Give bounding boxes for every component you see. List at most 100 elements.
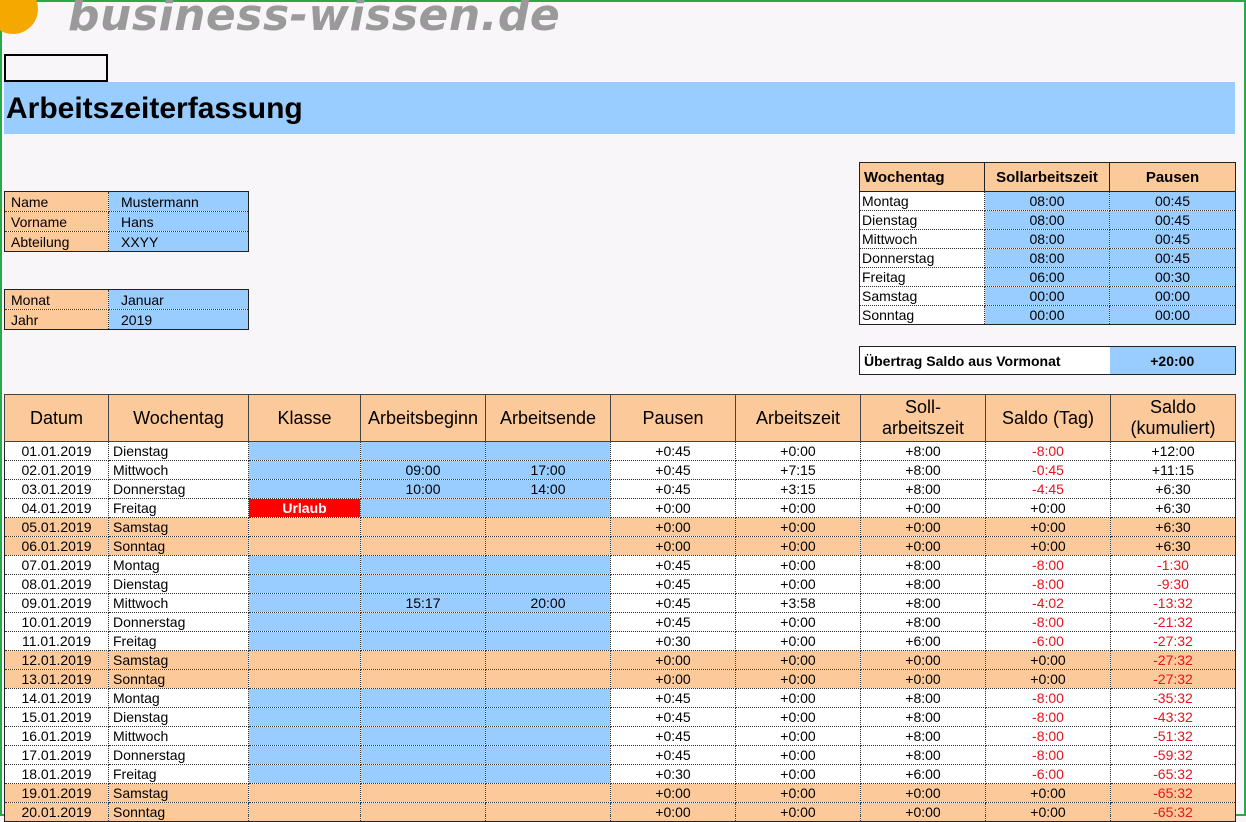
name-field[interactable]: Mustermann: [108, 191, 249, 212]
cell-arbeitsende[interactable]: [485, 650, 611, 670]
cell-arbeitsende[interactable]: [485, 669, 611, 689]
cell-klasse[interactable]: [248, 555, 361, 575]
cell-klasse[interactable]: [248, 479, 361, 499]
cell-arbeitsbeginn[interactable]: 09:00: [360, 460, 486, 480]
week-pause[interactable]: 00:30: [1109, 267, 1236, 287]
cell-klasse[interactable]: [248, 783, 361, 803]
cell-klasse[interactable]: [248, 802, 361, 822]
cell-arbeitsende[interactable]: [485, 783, 611, 803]
cell-saldo-tag: -8:00: [985, 555, 1111, 575]
active-cell-selector[interactable]: [4, 54, 108, 82]
cell-arbeitsbeginn[interactable]: [360, 688, 486, 708]
week-soll[interactable]: 08:00: [984, 248, 1110, 268]
cell-saldo-tag: +0:00: [985, 802, 1111, 822]
cell-datum: 12.01.2019: [4, 650, 109, 670]
week-soll[interactable]: 00:00: [984, 305, 1110, 325]
cell-arbeitsbeginn[interactable]: [360, 612, 486, 632]
cell-arbeitsende[interactable]: 20:00: [485, 593, 611, 613]
cell-wochentag: Donnerstag: [108, 479, 249, 499]
cell-klasse[interactable]: [248, 688, 361, 708]
cell-klasse[interactable]: [248, 764, 361, 784]
week-day: Freitag: [859, 267, 985, 287]
week-pause[interactable]: 00:45: [1109, 229, 1236, 249]
cell-arbeitsende[interactable]: 17:00: [485, 460, 611, 480]
cell-arbeitsbeginn[interactable]: [360, 669, 486, 689]
cell-arbeitsende[interactable]: [485, 536, 611, 556]
week-soll[interactable]: 08:00: [984, 210, 1110, 230]
week-soll[interactable]: 08:00: [984, 191, 1110, 211]
cell-datum: 19.01.2019: [4, 783, 109, 803]
cell-arbeitsende[interactable]: [485, 688, 611, 708]
cell-pausen: +0:00: [610, 498, 736, 518]
cell-klasse[interactable]: [248, 726, 361, 746]
week-pause[interactable]: 00:45: [1109, 210, 1236, 230]
week-soll[interactable]: 06:00: [984, 267, 1110, 287]
cell-klasse[interactable]: [248, 517, 361, 537]
cell-arbeitsbeginn[interactable]: [360, 631, 486, 651]
cell-klasse[interactable]: Urlaub: [248, 498, 361, 518]
cell-saldo-kumuliert: -65:32: [1110, 783, 1236, 803]
cell-sollarbeitszeit: +0:00: [860, 783, 986, 803]
cell-arbeitsbeginn[interactable]: [360, 536, 486, 556]
cell-arbeitsbeginn[interactable]: [360, 498, 486, 518]
cell-arbeitszeit: +3:58: [735, 593, 861, 613]
cell-klasse[interactable]: [248, 707, 361, 727]
cell-klasse[interactable]: [248, 669, 361, 689]
week-pause[interactable]: 00:00: [1109, 286, 1236, 306]
cell-arbeitsende[interactable]: [485, 802, 611, 822]
cell-klasse[interactable]: [248, 593, 361, 613]
cell-arbeitsbeginn[interactable]: [360, 441, 486, 461]
cell-arbeitsende[interactable]: 14:00: [485, 479, 611, 499]
cell-arbeitsbeginn[interactable]: [360, 726, 486, 746]
cell-klasse[interactable]: [248, 631, 361, 651]
header-arbeitszeit: Arbeitszeit: [735, 394, 861, 442]
cell-arbeitsbeginn[interactable]: [360, 745, 486, 765]
cell-arbeitsende[interactable]: [485, 498, 611, 518]
cell-arbeitsende[interactable]: [485, 612, 611, 632]
carry-over-value[interactable]: +20:00: [1109, 346, 1236, 375]
cell-saldo-kumuliert: +6:30: [1110, 536, 1236, 556]
monat-field[interactable]: Januar: [108, 289, 249, 310]
cell-arbeitsbeginn[interactable]: [360, 650, 486, 670]
cell-pausen: +0:00: [610, 802, 736, 822]
vorname-field[interactable]: Hans: [108, 211, 249, 232]
cell-arbeitsende[interactable]: [485, 517, 611, 537]
cell-wochentag: Samstag: [108, 650, 249, 670]
week-header-pausen: Pausen: [1109, 162, 1236, 192]
week-pause[interactable]: 00:45: [1109, 191, 1236, 211]
cell-saldo-tag: -8:00: [985, 707, 1111, 727]
cell-arbeitsende[interactable]: [485, 764, 611, 784]
cell-arbeitsbeginn[interactable]: [360, 783, 486, 803]
cell-klasse[interactable]: [248, 536, 361, 556]
cell-arbeitsbeginn[interactable]: [360, 707, 486, 727]
cell-klasse[interactable]: [248, 574, 361, 594]
cell-arbeitsende[interactable]: [485, 631, 611, 651]
jahr-field[interactable]: 2019: [108, 309, 249, 330]
cell-arbeitsbeginn[interactable]: 10:00: [360, 479, 486, 499]
carry-over-row: Übertrag Saldo aus Vormonat +20:00: [859, 346, 1236, 375]
week-soll[interactable]: 08:00: [984, 229, 1110, 249]
cell-arbeitsbeginn[interactable]: 15:17: [360, 593, 486, 613]
abteilung-field[interactable]: XXYY: [108, 231, 249, 252]
cell-arbeitsende[interactable]: [485, 745, 611, 765]
cell-arbeitsende[interactable]: [485, 555, 611, 575]
cell-arbeitsbeginn[interactable]: [360, 802, 486, 822]
cell-arbeitsende[interactable]: [485, 574, 611, 594]
cell-klasse[interactable]: [248, 650, 361, 670]
week-pause[interactable]: 00:00: [1109, 305, 1236, 325]
cell-arbeitsende[interactable]: [485, 726, 611, 746]
cell-klasse[interactable]: [248, 745, 361, 765]
cell-datum: 16.01.2019: [4, 726, 109, 746]
cell-klasse[interactable]: [248, 612, 361, 632]
cell-arbeitsende[interactable]: [485, 441, 611, 461]
cell-arbeitsende[interactable]: [485, 707, 611, 727]
cell-arbeitsbeginn[interactable]: [360, 517, 486, 537]
week-pause[interactable]: 00:45: [1109, 248, 1236, 268]
cell-klasse[interactable]: [248, 441, 361, 461]
week-soll[interactable]: 00:00: [984, 286, 1110, 306]
cell-arbeitsbeginn[interactable]: [360, 555, 486, 575]
cell-arbeitsbeginn[interactable]: [360, 764, 486, 784]
cell-wochentag: Mittwoch: [108, 593, 249, 613]
cell-arbeitsbeginn[interactable]: [360, 574, 486, 594]
cell-klasse[interactable]: [248, 460, 361, 480]
